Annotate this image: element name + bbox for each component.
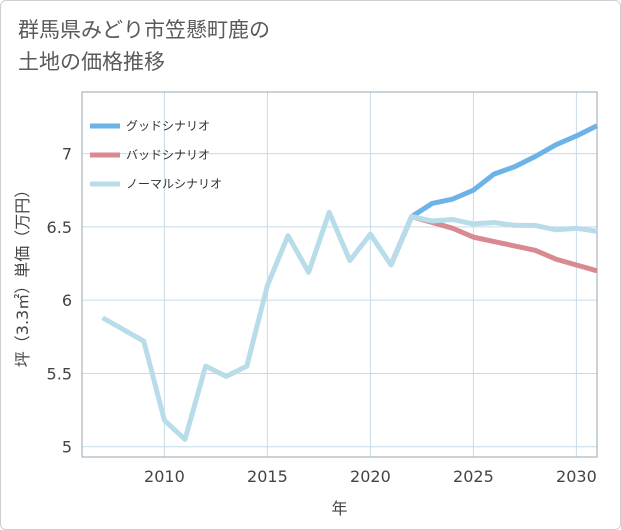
chart-title: 群馬県みどり市笠懸町鹿の 土地の価格推移 bbox=[18, 14, 270, 78]
x-tick-label: 2030 bbox=[556, 467, 597, 486]
grid-lines bbox=[82, 92, 597, 457]
y-tick-label: 5 bbox=[62, 438, 72, 457]
series-line-normal bbox=[101, 209, 598, 442]
x-tick-label: 2025 bbox=[453, 467, 494, 486]
series-line-good bbox=[388, 123, 599, 266]
y-tick-label: 6.5 bbox=[47, 218, 72, 237]
x-tick-label: 2015 bbox=[247, 467, 288, 486]
y-axis-label: 坪（3.3㎡）単価（万円） bbox=[13, 182, 32, 367]
x-axis-label: 年 bbox=[331, 499, 347, 518]
x-tick-label: 2010 bbox=[144, 467, 185, 486]
legend-label-good: グッドシナリオ bbox=[126, 119, 210, 133]
axis-ticks: 2010 2015 2020 2025 2030 5 5.5 6 6.5 7 bbox=[47, 145, 597, 486]
y-tick-label: 6 bbox=[62, 291, 72, 310]
y-tick-label: 7 bbox=[62, 145, 72, 164]
chart-title-line1: 群馬県みどり市笠懸町鹿の bbox=[18, 18, 270, 42]
chart-title-line2: 土地の価格推移 bbox=[18, 50, 165, 74]
x-tick-label: 2020 bbox=[350, 467, 391, 486]
series-layer bbox=[101, 123, 599, 442]
plot-area bbox=[81, 91, 598, 458]
legend-label-normal: ノーマルシナリオ bbox=[126, 177, 222, 191]
y-tick-label: 5.5 bbox=[47, 364, 72, 383]
legend-label-bad: バッドシナリオ bbox=[126, 148, 210, 162]
